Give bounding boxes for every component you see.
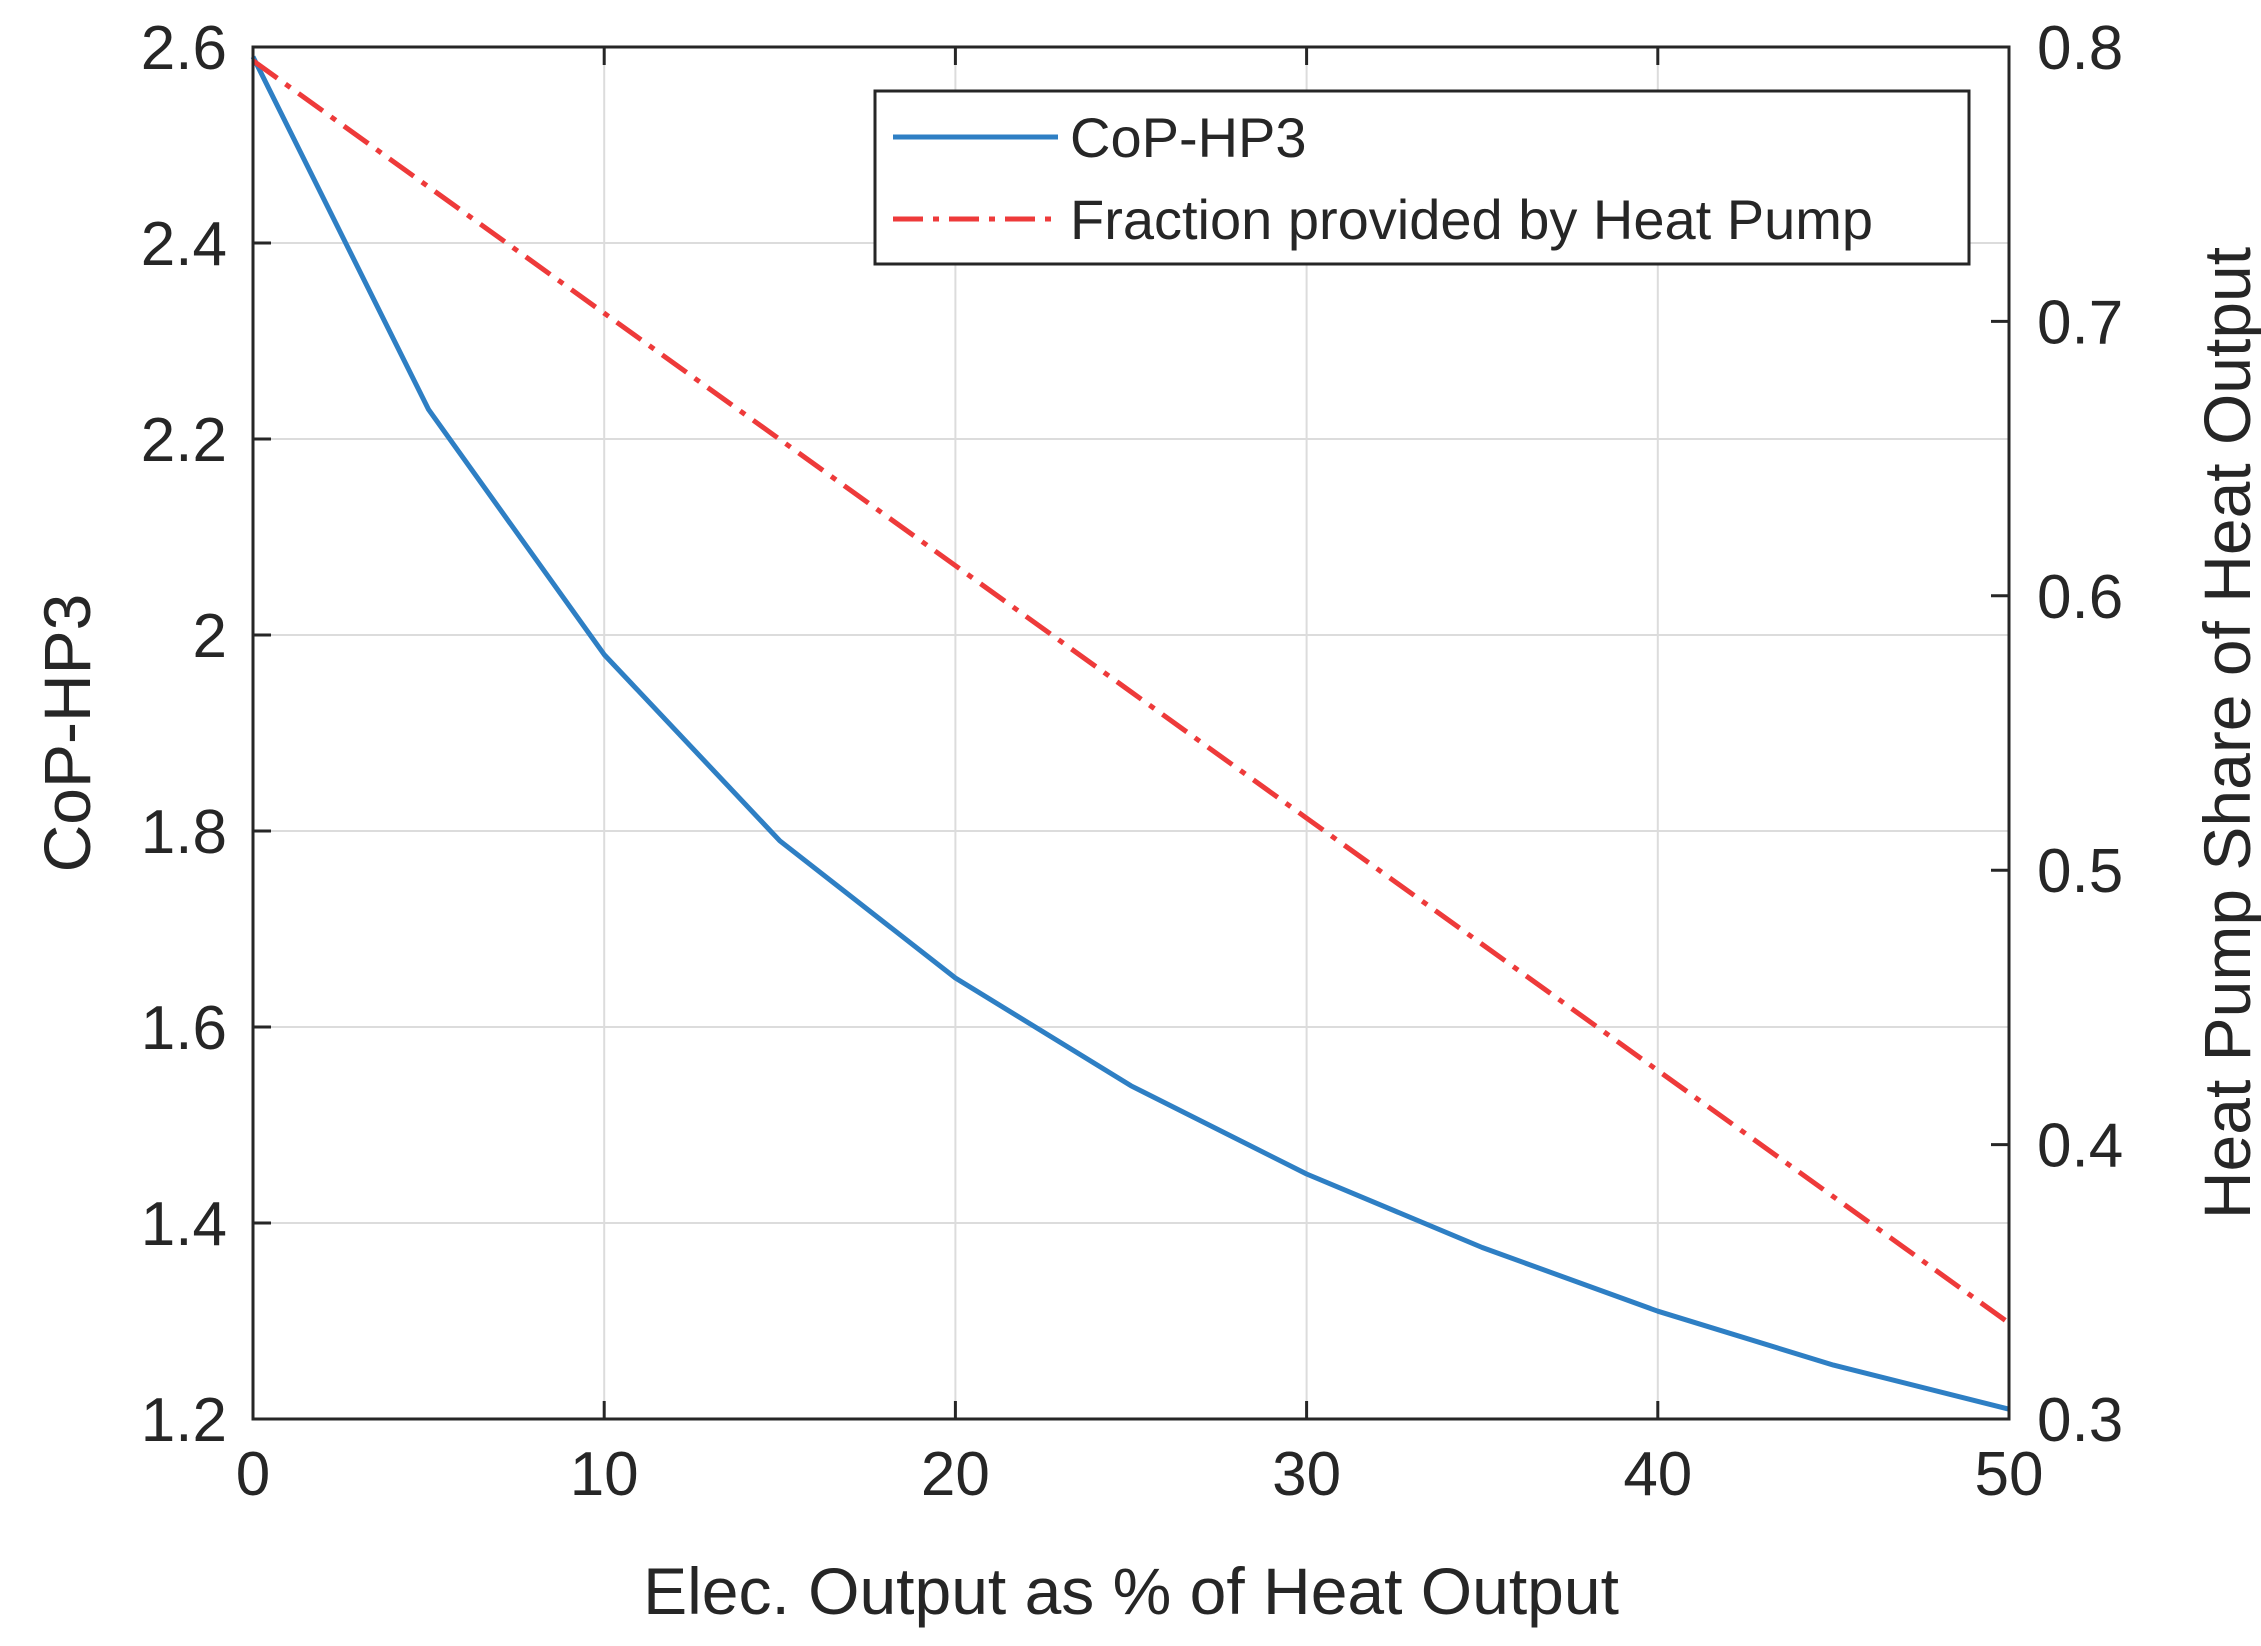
y-tick-label: 2.6 bbox=[141, 14, 227, 83]
y-tick-label: 2.4 bbox=[141, 210, 227, 279]
legend-label-cop-hp3: CoP-HP3 bbox=[1070, 106, 1307, 169]
plot-frame bbox=[251, 45, 2011, 1421]
x-tick-label: 30 bbox=[1272, 1440, 1341, 1509]
x-tick-label: 20 bbox=[921, 1440, 990, 1509]
series-layer bbox=[250, 55, 2011, 1412]
plot-background bbox=[253, 47, 2009, 1419]
y-tick-label: 1.8 bbox=[141, 798, 227, 867]
y-tick-label: 1.2 bbox=[141, 1386, 227, 1455]
legend-box bbox=[873, 89, 1971, 266]
series-line-cop-hp3 bbox=[250, 55, 2010, 1412]
y2-tick-label: 0.7 bbox=[2037, 288, 2123, 357]
legend-label-fraction: Fraction provided by Heat Pump bbox=[1070, 188, 1873, 251]
y2-tick-label: 0.6 bbox=[2037, 563, 2123, 632]
x-tick-label: 50 bbox=[1975, 1440, 2044, 1509]
y-tick-label: 2.2 bbox=[141, 406, 227, 475]
y2-tick-label: 0.5 bbox=[2037, 837, 2123, 906]
y2-axis-title: Heat Pump Share of Heat Output bbox=[2190, 247, 2261, 1219]
y2-tick-label: 0.8 bbox=[2037, 14, 2123, 83]
tick-labels: 0 10 20 30 40 50 1.2 1.4 1.6 1.8 2 2.2 2.4 2.6 0.3 0.4 0… bbox=[141, 14, 2123, 1509]
x-tick-label: 10 bbox=[570, 1440, 639, 1509]
y2-tick-label: 0.3 bbox=[2037, 1386, 2123, 1455]
y-tick-label: 1.4 bbox=[141, 1190, 227, 1259]
series-line-heat-pump-fraction bbox=[251, 58, 2011, 1326]
ticks bbox=[251, 45, 2011, 1421]
y2-tick-label: 0.4 bbox=[2037, 1112, 2123, 1181]
y-tick-label: 1.6 bbox=[141, 994, 227, 1063]
y-axis-title: CoP-HP3 bbox=[30, 594, 104, 873]
x-tick-label: 0 bbox=[236, 1440, 270, 1509]
x-axis-title: Elec. Output as % of Heat Output bbox=[643, 1554, 1619, 1628]
x-tick-label: 40 bbox=[1623, 1440, 1692, 1509]
y-tick-label: 2 bbox=[193, 602, 227, 671]
legend: CoP-HP3 Fraction provided by Heat Pump bbox=[873, 89, 1971, 266]
